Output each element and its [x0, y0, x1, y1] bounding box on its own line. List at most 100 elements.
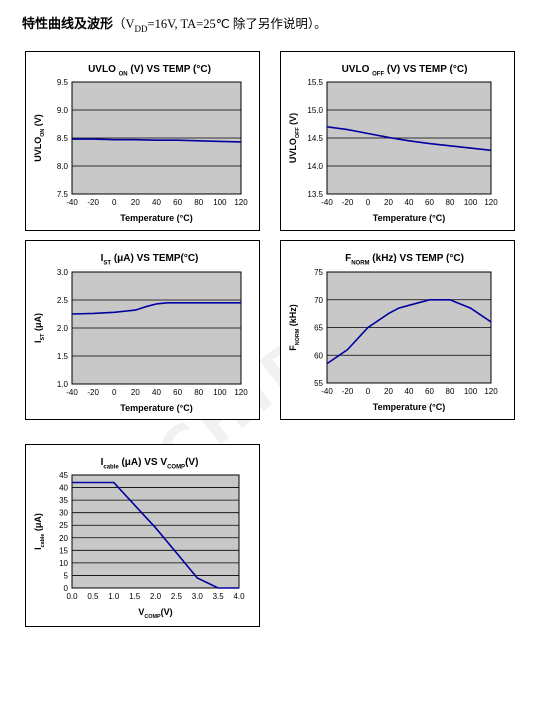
x-tick-label: 0.5 — [87, 592, 99, 601]
x-tick-label: 60 — [173, 388, 182, 397]
x-axis-label-part: V — [138, 607, 144, 617]
x-tick-label: 100 — [213, 388, 227, 397]
x-tick-label: 0 — [112, 388, 117, 397]
x-tick-label: 20 — [384, 387, 393, 396]
chart-title-part: I — [101, 457, 104, 468]
x-tick-label: 40 — [152, 198, 161, 207]
x-axis-label-part: COMP — [144, 614, 161, 620]
x-tick-label: 120 — [484, 198, 498, 207]
x-tick-label: 1.0 — [108, 592, 120, 601]
chart-svg: 7.5 8.0 8.5 9.0 9.5 -40 -20 0 20 40 60 80 100 120 UVLO… — [33, 64, 248, 223]
x-tick-label: -40 — [66, 388, 78, 397]
x-tick-label: 100 — [464, 387, 478, 396]
y-tick-label: 10 — [59, 559, 68, 568]
y-tick-label: 1.0 — [57, 380, 69, 389]
y-axis-label-part: F — [288, 345, 298, 351]
y-axis-label: UVLOOFF (V) — [288, 113, 301, 163]
y-axis-label-part: ST — [40, 333, 46, 341]
chart-title-part: (μA) VS TEMP(°C) — [111, 253, 198, 264]
y-axis-label: Icable (μA) — [33, 513, 46, 550]
x-tick-label: 80 — [194, 388, 203, 397]
y-axis-label: UVLOON (V) — [33, 114, 46, 162]
chart-panel-fnorm: 55 60 65 70 75 -40 -20 0 20 40 60 80 100 120 FNORM (kH… — [280, 240, 515, 420]
x-axis-label-part: Temperature (°C) — [373, 402, 445, 412]
y-axis-label-part: (μA) — [33, 513, 43, 534]
x-tick-label: -20 — [342, 387, 354, 396]
x-tick-label: -40 — [321, 198, 333, 207]
x-axis-label: Temperature (°C) — [373, 213, 445, 223]
x-tick-label: -40 — [66, 198, 78, 207]
x-axis-label: Temperature (°C) — [373, 402, 445, 412]
y-tick-label: 5 — [64, 571, 69, 580]
x-tick-label: 2.5 — [171, 592, 183, 601]
x-axis-label-part: Temperature (°C) — [120, 403, 192, 413]
x-tick-label: -20 — [87, 198, 99, 207]
y-tick-label: 14.5 — [307, 134, 323, 143]
x-tick-label: 1.5 — [129, 592, 141, 601]
series-line — [326, 298, 492, 365]
heading-sub-open: （V — [113, 17, 135, 31]
chart-title: Icable (μA) VS VCOMP(V) — [101, 457, 199, 471]
chart-panel-icable: 0 5 10 15 20 25 30 35 40 45 0.0 0.5 1.0 1.5 2.0 2.5 3.0 3… — [25, 444, 260, 627]
x-axis-label: Temperature (°C) — [120, 213, 192, 223]
chart-title: IST (μA) VS TEMP(°C) — [101, 253, 199, 267]
y-tick-label: 9.5 — [57, 78, 69, 87]
y-tick-label: 7.5 — [57, 190, 69, 199]
x-axis-label: Temperature (°C) — [120, 403, 192, 413]
chart-svg: 1.0 1.5 2.0 2.5 3.0 -40 -20 0 20 40 60 80 100 120 IST … — [33, 253, 248, 413]
y-tick-label: 9.0 — [57, 106, 69, 115]
x-tick-label: -20 — [342, 198, 354, 207]
y-axis-label-part: OFF — [295, 127, 301, 138]
y-axis-label-part: I — [33, 340, 43, 343]
x-axis-label-part: (V) — [161, 607, 173, 617]
chart-svg: 0 5 10 15 20 25 30 35 40 45 0.0 0.5 1.0 1.5 2.0 2.5 3.0 3… — [33, 457, 245, 620]
y-tick-label: 20 — [59, 534, 68, 543]
x-tick-label: 0.0 — [66, 592, 78, 601]
x-tick-label: 80 — [446, 198, 455, 207]
y-tick-label: 2.0 — [57, 324, 69, 333]
chart-title-part: I — [101, 253, 104, 264]
x-axis-label-part: Temperature (°C) — [120, 213, 192, 223]
chart-title-part: (kHz) VS TEMP (°C) — [370, 253, 464, 264]
x-tick-label: 60 — [173, 198, 182, 207]
x-tick-label: 0 — [366, 387, 371, 396]
x-tick-label: 0 — [366, 198, 371, 207]
x-tick-label: 40 — [152, 388, 161, 397]
x-tick-label: 40 — [405, 387, 414, 396]
chart-title-part: (V) VS TEMP (°C) — [384, 64, 467, 75]
series-line — [72, 138, 242, 143]
chart-panel-uvlo-on: 7.5 8.0 8.5 9.0 9.5 -40 -20 0 20 40 60 80 100 120 UVLO… — [25, 51, 260, 231]
y-axis-label: FNORM (kHz) — [288, 304, 301, 350]
x-tick-label: 20 — [131, 388, 140, 397]
y-tick-label: 2.5 — [57, 296, 69, 305]
x-tick-label: 60 — [425, 198, 434, 207]
y-axis-label-part: (μA) — [33, 313, 43, 334]
y-axis-label-part: ON — [40, 129, 46, 137]
chart-title-part: (V) VS TEMP (°C) — [128, 64, 211, 75]
y-tick-label: 15.5 — [307, 78, 323, 87]
chart-panel-ist: 1.0 1.5 2.0 2.5 3.0 -40 -20 0 20 40 60 80 100 120 IST … — [25, 240, 260, 420]
y-axis-label-part: UVLO — [33, 137, 43, 162]
chart-title-part: NORM — [351, 261, 369, 267]
y-tick-label: 13.5 — [307, 190, 323, 199]
x-tick-label: 60 — [425, 387, 434, 396]
y-tick-label: 15 — [59, 546, 68, 555]
chart-svg: 13.5 14.0 14.5 15.0 15.5 -40 -20 0 20 40 60 80 100 12… — [288, 64, 498, 223]
y-tick-label: 1.5 — [57, 352, 69, 361]
chart-title-part: UVLO — [342, 64, 373, 75]
chart-title-part: UVLO — [88, 64, 119, 75]
chart-title: FNORM (kHz) VS TEMP (°C) — [345, 253, 464, 267]
y-tick-label: 75 — [314, 268, 323, 277]
y-tick-label: 60 — [314, 351, 323, 360]
x-tick-label: 3.5 — [213, 592, 225, 601]
y-tick-label: 70 — [314, 296, 323, 305]
y-tick-label: 15.0 — [307, 106, 323, 115]
x-tick-label: 120 — [234, 388, 248, 397]
y-tick-label: 35 — [59, 496, 68, 505]
y-axis-label-part: (kHz) — [288, 304, 298, 329]
chart-title: UVLO ON (V) VS TEMP (°C) — [88, 64, 211, 78]
plot-area — [71, 474, 240, 589]
heading-main: 特性曲线及波形 — [22, 17, 114, 32]
series-line — [71, 301, 241, 315]
